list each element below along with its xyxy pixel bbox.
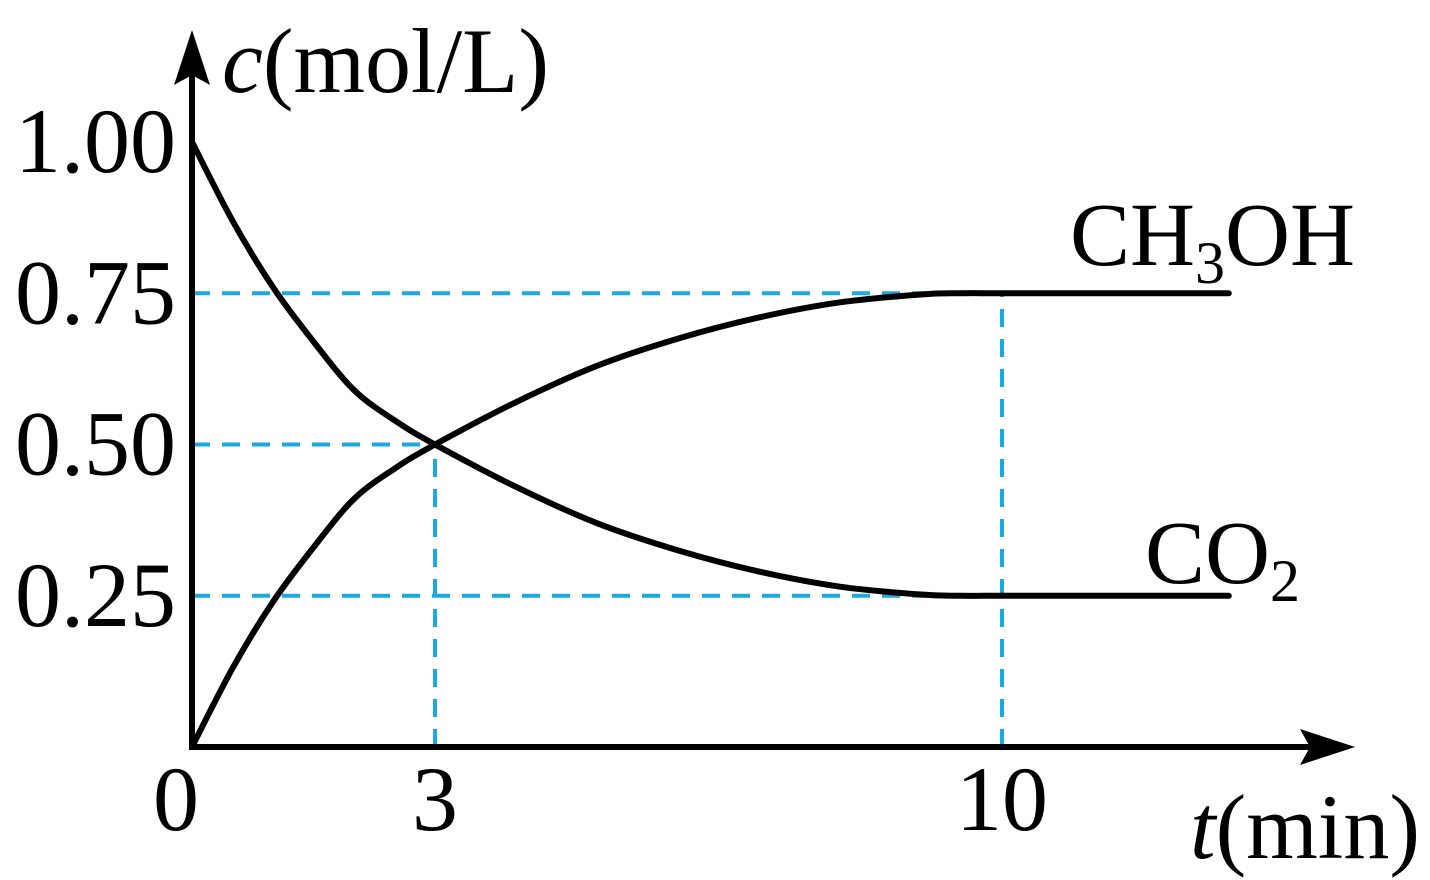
y-axis-label: c(mol/L)	[222, 10, 549, 112]
tick-labels: 1.00 0.75 0.50 0.25 0 3 10	[15, 90, 1048, 850]
series-line-co2	[189, 139, 1232, 599]
series-line-ch3oh	[189, 290, 1232, 750]
y-tick-label: 1.00	[15, 90, 176, 192]
series-label-co2: CO2	[1145, 504, 1300, 614]
x-axis-label: t(min)	[1190, 776, 1420, 878]
x-tick-label: 0	[153, 748, 199, 850]
series-lines	[189, 139, 1232, 750]
axis-and-series-labels: c(mol/L) t(min) CH3OH CO2	[222, 10, 1420, 878]
x-tick-label: 3	[412, 748, 458, 850]
y-axis-arrow	[174, 30, 210, 85]
dashed-guide-lines	[192, 291, 1004, 747]
y-tick-label: 0.75	[15, 241, 176, 343]
series-label-ch3oh: CH3OH	[1070, 186, 1355, 296]
y-tick-label: 0.50	[15, 393, 176, 495]
axes	[174, 30, 1355, 765]
x-tick-label: 10	[956, 748, 1048, 850]
x-axis-arrow	[1300, 729, 1355, 765]
y-tick-label: 0.25	[15, 544, 176, 646]
